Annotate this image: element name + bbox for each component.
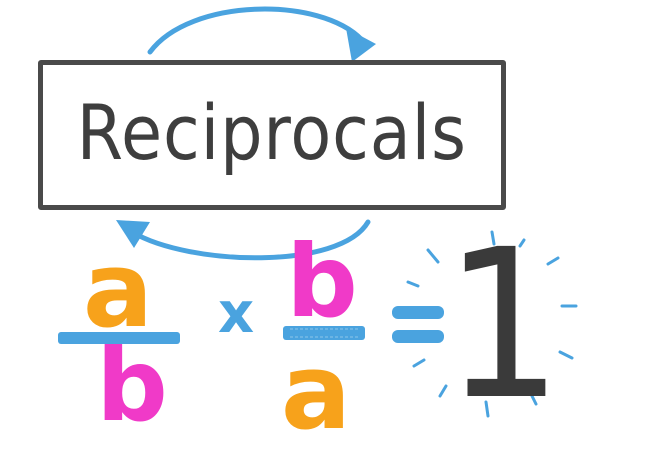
left-numerator: a	[82, 229, 154, 351]
left-denominator: b	[96, 327, 168, 444]
result-value: 1	[444, 205, 563, 445]
right-numerator: b	[286, 223, 358, 340]
equals-sign-icon	[392, 306, 444, 343]
curved-arrow-bottom-icon	[116, 219, 371, 261]
sparkle-lines-icon	[406, 230, 578, 418]
right-denominator: a	[280, 331, 352, 453]
curved-arrow-top-icon	[147, 6, 376, 62]
title-box: Reciprocals	[38, 60, 506, 210]
multiply-operator: x	[217, 281, 255, 346]
fraction-bar-left	[58, 332, 180, 344]
page-title: Reciprocals	[76, 88, 468, 177]
fraction-bar-right	[283, 326, 365, 340]
